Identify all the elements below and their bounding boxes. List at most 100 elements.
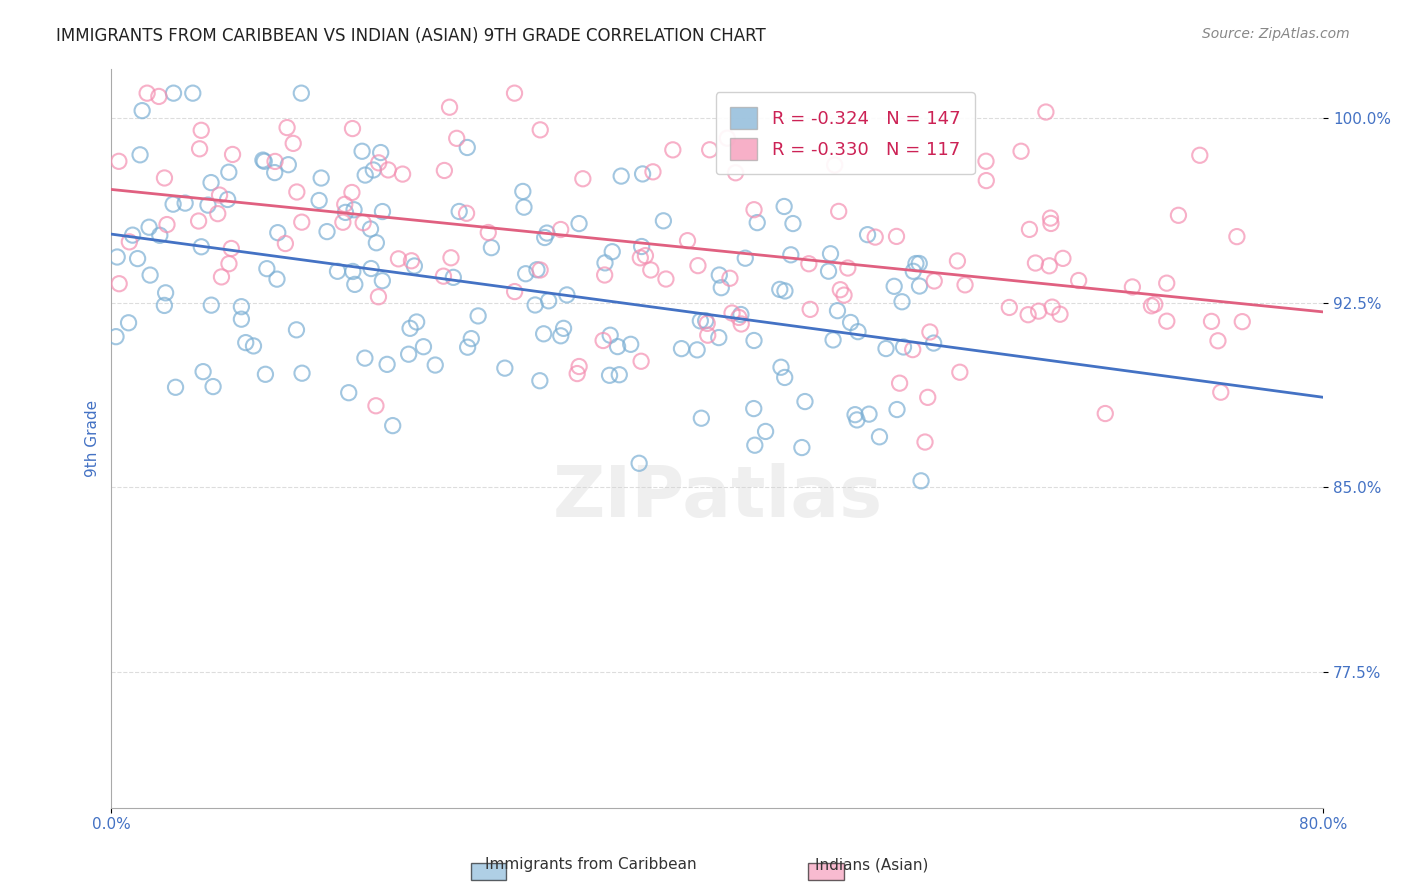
Point xyxy=(460,332,482,346)
Point xyxy=(707,330,730,344)
Point xyxy=(863,230,886,244)
Point xyxy=(446,131,468,145)
Point xyxy=(891,294,914,309)
Point xyxy=(686,259,709,273)
Point xyxy=(553,321,575,335)
Point xyxy=(340,186,363,200)
Point xyxy=(529,374,551,388)
Point xyxy=(889,376,911,391)
Point xyxy=(266,272,288,286)
Point xyxy=(108,277,131,291)
Point xyxy=(256,261,278,276)
Point xyxy=(922,274,945,288)
Point xyxy=(949,365,972,379)
Point xyxy=(671,342,693,356)
Point xyxy=(529,263,551,277)
Point xyxy=(695,314,717,328)
Point xyxy=(1038,259,1060,273)
Point xyxy=(456,140,478,154)
Point xyxy=(105,250,128,264)
Point xyxy=(398,347,420,361)
Point xyxy=(121,228,143,243)
Point xyxy=(1206,334,1229,348)
Point xyxy=(1188,148,1211,162)
Point xyxy=(291,215,314,229)
Point xyxy=(537,293,560,308)
Point xyxy=(567,367,589,381)
Point xyxy=(217,193,239,207)
Point xyxy=(283,136,305,151)
Point xyxy=(165,380,187,394)
Point xyxy=(342,264,364,278)
Point xyxy=(709,268,731,282)
Point xyxy=(291,366,314,380)
Point xyxy=(354,351,377,366)
Point xyxy=(599,368,621,383)
Point xyxy=(156,218,179,232)
Point xyxy=(1018,222,1040,236)
Point xyxy=(710,281,733,295)
Point xyxy=(174,196,197,211)
Point xyxy=(908,256,931,270)
Point xyxy=(371,274,394,288)
Point xyxy=(290,86,312,100)
Point xyxy=(467,309,489,323)
Point xyxy=(832,288,855,302)
Point xyxy=(129,148,152,162)
Point xyxy=(742,401,765,416)
Point xyxy=(689,314,711,328)
Point xyxy=(742,202,765,217)
Point xyxy=(412,340,434,354)
Point xyxy=(998,301,1021,315)
Point xyxy=(218,165,240,179)
Point xyxy=(593,256,616,270)
Point xyxy=(399,321,422,335)
Point xyxy=(901,343,924,357)
Point xyxy=(974,154,997,169)
Point xyxy=(366,235,388,250)
Point xyxy=(696,317,718,331)
Point xyxy=(727,310,749,325)
Point xyxy=(118,235,141,249)
Point xyxy=(908,279,931,293)
Point xyxy=(200,176,222,190)
Text: IMMIGRANTS FROM CARIBBEAN VS INDIAN (ASIAN) 9TH GRADE CORRELATION CHART: IMMIGRANTS FROM CARIBBEAN VS INDIAN (ASI… xyxy=(56,27,766,45)
Point xyxy=(634,249,657,263)
Point xyxy=(433,163,456,178)
Point xyxy=(550,328,572,343)
Point xyxy=(235,335,257,350)
Point xyxy=(742,334,765,348)
Point xyxy=(332,215,354,229)
Point xyxy=(1039,217,1062,231)
Point xyxy=(830,283,852,297)
Point xyxy=(845,413,868,427)
Point xyxy=(631,167,654,181)
Point xyxy=(628,456,651,470)
Point xyxy=(231,312,253,326)
Point xyxy=(221,242,243,256)
Point xyxy=(117,316,139,330)
Point xyxy=(363,163,385,178)
Point xyxy=(755,425,778,439)
Point xyxy=(875,342,897,356)
Point xyxy=(526,262,548,277)
Point xyxy=(730,308,752,322)
Y-axis label: 9th Grade: 9th Grade xyxy=(86,400,100,476)
Point xyxy=(364,399,387,413)
Point xyxy=(620,337,643,351)
Point xyxy=(893,340,915,354)
Point xyxy=(231,300,253,314)
Text: ZIPatlas: ZIPatlas xyxy=(553,463,883,532)
Point xyxy=(797,257,820,271)
Point xyxy=(440,251,463,265)
Point xyxy=(721,306,744,320)
Point xyxy=(779,248,801,262)
Point xyxy=(149,228,172,243)
Point xyxy=(441,270,464,285)
Point xyxy=(904,256,927,270)
Point xyxy=(555,288,578,302)
Point xyxy=(352,216,374,230)
Point xyxy=(630,239,652,253)
Point xyxy=(309,171,332,186)
Point xyxy=(1039,211,1062,225)
